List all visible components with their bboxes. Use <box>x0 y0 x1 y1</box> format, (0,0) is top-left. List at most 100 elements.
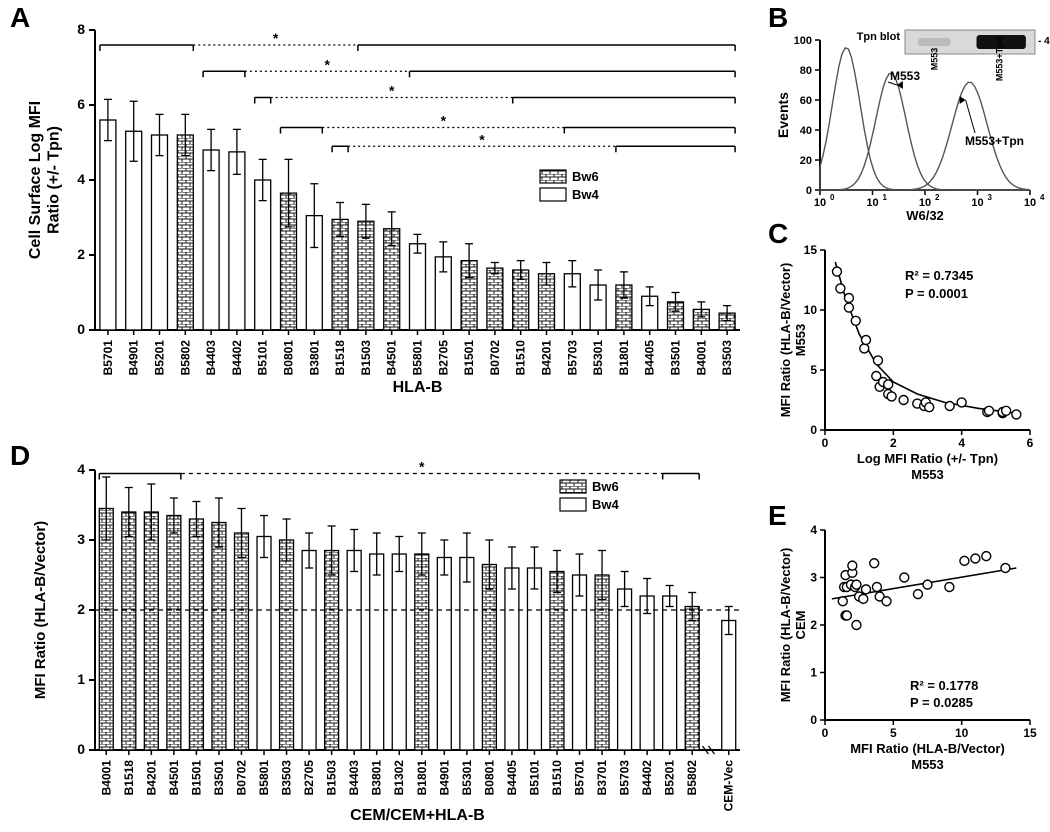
svg-text:3: 3 <box>77 531 85 547</box>
svg-text:60: 60 <box>800 95 812 107</box>
svg-text:B1510: B1510 <box>514 340 528 376</box>
svg-text:40: 40 <box>800 125 812 137</box>
figure-svg: 0 2 4 6 8 Cell Surface Log MFIRatio (+/- Tpn)… <box>0 0 1050 827</box>
svg-text:B0702: B0702 <box>234 760 248 796</box>
svg-text:8: 8 <box>77 21 85 37</box>
svg-text:6: 6 <box>77 96 85 112</box>
svg-text:*: * <box>419 459 425 475</box>
svg-text:Cell Surface Log MFIRatio (+/-: Cell Surface Log MFIRatio (+/- Tpn) <box>27 101 62 259</box>
svg-text:10: 10 <box>866 197 878 209</box>
svg-text:W6/32: W6/32 <box>906 208 944 223</box>
svg-text:5: 5 <box>810 363 817 377</box>
svg-text:10: 10 <box>955 726 969 740</box>
svg-text:B1501: B1501 <box>462 340 476 376</box>
panel-d-label: D <box>10 440 30 472</box>
svg-text:CEM-Vec: CEM-Vec <box>722 760 736 812</box>
svg-text:Tpn blot: Tpn blot <box>857 31 901 43</box>
svg-text:B5801: B5801 <box>411 340 425 376</box>
svg-text:B3503: B3503 <box>720 340 734 376</box>
svg-text:P = 0.0001: P = 0.0001 <box>905 286 968 301</box>
svg-text:B0702: B0702 <box>488 340 502 376</box>
svg-text:10: 10 <box>804 303 818 317</box>
svg-text:*: * <box>389 83 395 99</box>
svg-text:0: 0 <box>77 321 85 337</box>
svg-text:B5802: B5802 <box>178 340 192 376</box>
svg-text:4: 4 <box>810 523 817 537</box>
svg-text:B4001: B4001 <box>99 760 113 796</box>
svg-text:B2705: B2705 <box>436 340 450 376</box>
svg-text:MFI Ratio (HLA-B/Vector)M553: MFI Ratio (HLA-B/Vector)M553 <box>778 263 808 418</box>
panel-b-label: B <box>768 2 788 34</box>
svg-text:*: * <box>324 56 330 72</box>
svg-text:B3501: B3501 <box>212 760 226 796</box>
svg-text:B4201: B4201 <box>540 340 554 376</box>
svg-text:B4201: B4201 <box>144 760 158 796</box>
svg-text:1: 1 <box>883 193 888 202</box>
svg-text:Bw6: Bw6 <box>572 169 599 184</box>
svg-text:B4405: B4405 <box>505 760 519 796</box>
svg-text:B1518: B1518 <box>333 340 347 376</box>
svg-text:B5301: B5301 <box>460 760 474 796</box>
svg-text:*: * <box>441 113 447 129</box>
svg-text:4: 4 <box>958 436 965 450</box>
svg-text:0: 0 <box>822 726 829 740</box>
svg-text:B1501: B1501 <box>189 760 203 796</box>
svg-text:M553+Tpn: M553+Tpn <box>995 37 1005 81</box>
svg-text:B1302: B1302 <box>392 760 406 796</box>
svg-text:B5101: B5101 <box>527 760 541 796</box>
svg-text:20: 20 <box>800 155 812 167</box>
svg-text:Events: Events <box>775 92 791 138</box>
svg-text:B3801: B3801 <box>370 760 384 796</box>
svg-text:Log MFI Ratio (+/- Tpn): Log MFI Ratio (+/- Tpn) <box>857 451 998 466</box>
svg-text:B0801: B0801 <box>482 760 496 796</box>
svg-text:M553: M553 <box>911 467 944 482</box>
svg-text:B5801: B5801 <box>257 760 271 796</box>
svg-text:R² = 0.7345: R² = 0.7345 <box>905 268 973 283</box>
svg-text:B2705: B2705 <box>302 760 316 796</box>
svg-text:B1801: B1801 <box>617 340 631 376</box>
svg-text:B3801: B3801 <box>307 340 321 376</box>
svg-text:0: 0 <box>822 436 829 450</box>
svg-text:B5101: B5101 <box>256 340 270 376</box>
svg-text:B4501: B4501 <box>167 760 181 796</box>
svg-text:1: 1 <box>810 666 817 680</box>
svg-text:*: * <box>273 30 279 46</box>
svg-text:B5701: B5701 <box>573 760 587 796</box>
svg-text:HLA-B: HLA-B <box>393 379 443 396</box>
svg-text:B1510: B1510 <box>550 760 564 796</box>
svg-text:B1503: B1503 <box>359 340 373 376</box>
svg-text:1: 1 <box>77 671 85 687</box>
svg-text:Bw6: Bw6 <box>592 479 619 494</box>
svg-text:B4402: B4402 <box>230 340 244 376</box>
svg-text:B5201: B5201 <box>663 760 677 796</box>
svg-text:B3701: B3701 <box>595 760 609 796</box>
svg-text:B0801: B0801 <box>282 340 296 376</box>
panel-a-label: A <box>10 2 30 34</box>
svg-text:B4001: B4001 <box>694 340 708 376</box>
svg-text:B4403: B4403 <box>347 760 361 796</box>
svg-text:B5701: B5701 <box>101 340 115 376</box>
svg-text:4: 4 <box>77 461 85 477</box>
svg-text:5: 5 <box>890 726 897 740</box>
svg-text:10: 10 <box>814 197 826 209</box>
panel-e-label: E <box>768 500 787 532</box>
svg-text:B4403: B4403 <box>204 340 218 376</box>
svg-text:B5201: B5201 <box>153 340 167 376</box>
svg-text:B4501: B4501 <box>385 340 399 376</box>
svg-text:4: 4 <box>1040 193 1045 202</box>
panel-c-label: C <box>768 218 788 250</box>
svg-text:2: 2 <box>890 436 897 450</box>
svg-text:M553+Tpn: M553+Tpn <box>965 134 1024 148</box>
svg-text:B1503: B1503 <box>325 760 339 796</box>
svg-text:2: 2 <box>77 246 85 262</box>
svg-text:80: 80 <box>800 65 812 77</box>
svg-text:B3503: B3503 <box>280 760 294 796</box>
svg-text:0: 0 <box>806 185 812 197</box>
svg-text:4: 4 <box>77 171 85 187</box>
svg-text:2: 2 <box>935 193 940 202</box>
svg-text:M553: M553 <box>890 69 920 83</box>
svg-text:0: 0 <box>810 713 817 727</box>
svg-text:M553: M553 <box>911 757 944 772</box>
svg-text:B5802: B5802 <box>685 760 699 796</box>
svg-text:B1518: B1518 <box>122 760 136 796</box>
